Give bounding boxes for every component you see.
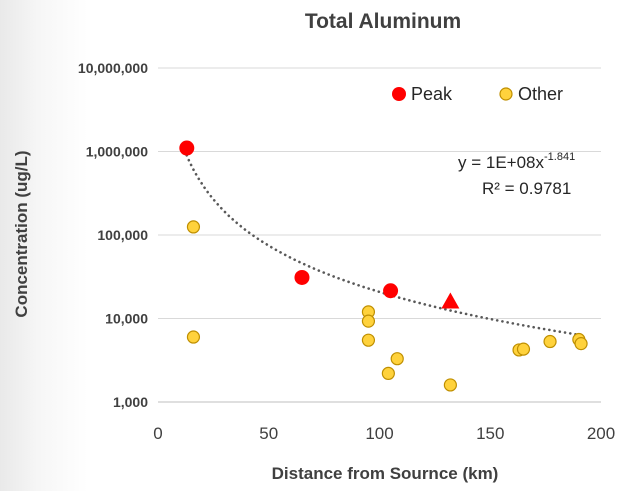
- other-point: [361, 333, 376, 347]
- peak-point: [294, 269, 310, 285]
- legend-peak-label: Peak: [411, 84, 453, 104]
- trendline-equation-base: y = 1E+08x: [458, 153, 545, 172]
- x-tick-label: 50: [259, 424, 278, 443]
- other-point: [186, 330, 201, 344]
- trendline-r-squared: R² = 0.9781: [482, 179, 571, 198]
- x-tick-label: 100: [365, 424, 393, 443]
- y-tick-label: 10,000: [105, 311, 148, 327]
- trendline-equation-exponent: -1.841: [544, 151, 575, 163]
- y-tick-labels: 1,000 10,000 100,000 1,000,000 10,000,000: [78, 60, 148, 410]
- peak-point: [179, 140, 195, 156]
- legend: Peak Other: [392, 84, 563, 104]
- x-tick-labels: 0 50 100 150 200: [153, 424, 615, 443]
- y-tick-label: 100,000: [97, 227, 148, 243]
- x-tick-label: 150: [476, 424, 504, 443]
- y-tick-label: 1,000: [113, 394, 148, 410]
- legend-other-label: Other: [518, 84, 563, 104]
- data-points: [179, 140, 588, 392]
- legend-other-marker: [499, 87, 513, 101]
- chart-title: Total Aluminum: [305, 10, 461, 33]
- peak-point: [383, 283, 399, 299]
- triangle-point: [441, 292, 460, 309]
- x-tick-label: 0: [153, 424, 162, 443]
- x-axis-title: Distance from Sournce (km): [272, 464, 499, 483]
- other-point: [574, 337, 588, 351]
- gridlines: [158, 67, 601, 403]
- other-point: [516, 342, 531, 356]
- other-point: [390, 352, 404, 366]
- other-point: [186, 220, 201, 234]
- trendline-equation: y = 1E+08x-1.841 R² = 0.9781: [458, 151, 575, 198]
- other-point: [543, 334, 557, 349]
- other-point: [381, 366, 395, 381]
- y-tick-label: 1,000,000: [86, 144, 148, 160]
- y-tick-label: 10,000,000: [78, 60, 148, 76]
- trendline-equation-text: y = 1E+08x-1.841: [458, 151, 575, 172]
- power-trendline: [183, 149, 581, 337]
- y-axis-title: Concentration (ug/L): [12, 150, 31, 317]
- x-tick-label: 200: [587, 424, 615, 443]
- other-point: [361, 314, 376, 328]
- legend-peak-marker: [392, 87, 406, 101]
- other-point: [443, 378, 457, 392]
